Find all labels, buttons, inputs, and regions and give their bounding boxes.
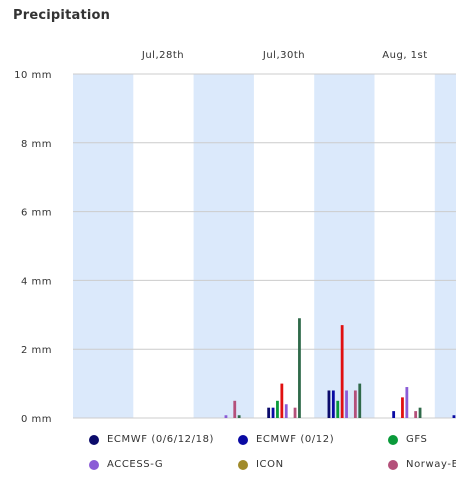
bar (327, 390, 331, 418)
legend-item[interactable]: Norway-E (388, 459, 456, 470)
x-axis-top-labels: Jul,28th Jul,30th Aug, 1st (141, 50, 427, 61)
day-band (314, 74, 375, 418)
day-band (193, 74, 254, 418)
legend-item[interactable]: ACCESS-G (89, 459, 163, 470)
x-tick-label: Aug, 1st (382, 50, 427, 61)
bar (392, 411, 396, 418)
legend-marker (89, 434, 99, 445)
legend-label: GFS (406, 434, 428, 445)
legend-label: ICON (256, 459, 284, 470)
bar (336, 400, 340, 418)
bar (224, 415, 228, 418)
legend-marker (89, 459, 99, 470)
bar (358, 383, 362, 418)
y-tick-label: 2 mm (21, 345, 52, 356)
day-band (434, 74, 456, 418)
bar-series (224, 318, 456, 418)
bar (298, 318, 301, 418)
day-bands (73, 74, 456, 418)
y-tick-label: 6 mm (21, 208, 52, 219)
legend-label: ECMWF (0/6/12/18) (107, 434, 215, 445)
bar (331, 390, 335, 418)
bar (353, 390, 357, 418)
bar (414, 411, 418, 418)
y-tick-label: 10 mm (14, 70, 52, 81)
legend-marker (388, 434, 398, 445)
bar (284, 404, 288, 418)
legend-item[interactable]: ECMWF (0/12) (238, 434, 334, 445)
day-band (73, 74, 134, 418)
bar (340, 325, 344, 418)
y-tick-label: 4 mm (21, 276, 52, 287)
legend-marker (238, 459, 248, 470)
bar (401, 397, 404, 418)
legend-label: ECMWF (0/12) (256, 434, 335, 445)
x-tick-label: Jul,28th (141, 50, 184, 61)
legend-marker (388, 459, 398, 470)
y-tick-label: 0 mm (21, 414, 52, 425)
x-tick-label: Jul,30th (262, 50, 305, 61)
grid-lines (73, 73, 456, 419)
legend-label: ACCESS-G (107, 459, 164, 470)
bar (280, 383, 284, 418)
bar (276, 400, 279, 418)
bar (405, 387, 409, 418)
y-tick-label: 8 mm (21, 139, 52, 150)
bar (237, 415, 241, 418)
bar (345, 390, 348, 418)
bar (233, 400, 237, 418)
bar (452, 415, 456, 418)
legend-item[interactable]: GFS (388, 434, 427, 445)
legend-label: Norway-E (406, 459, 456, 470)
bar (267, 407, 271, 418)
chart-title: Precipitation (13, 8, 111, 23)
bar (271, 407, 275, 418)
bar (418, 407, 422, 418)
legend-item[interactable]: ICON (238, 459, 284, 470)
legend-marker (238, 434, 248, 445)
y-axis-ticks: 0 mm 2 mm 4 mm 6 mm 8 mm 10 mm (14, 70, 52, 425)
bar (293, 407, 297, 418)
legend-item[interactable]: ECMWF (0/6/12/18) (89, 434, 214, 445)
